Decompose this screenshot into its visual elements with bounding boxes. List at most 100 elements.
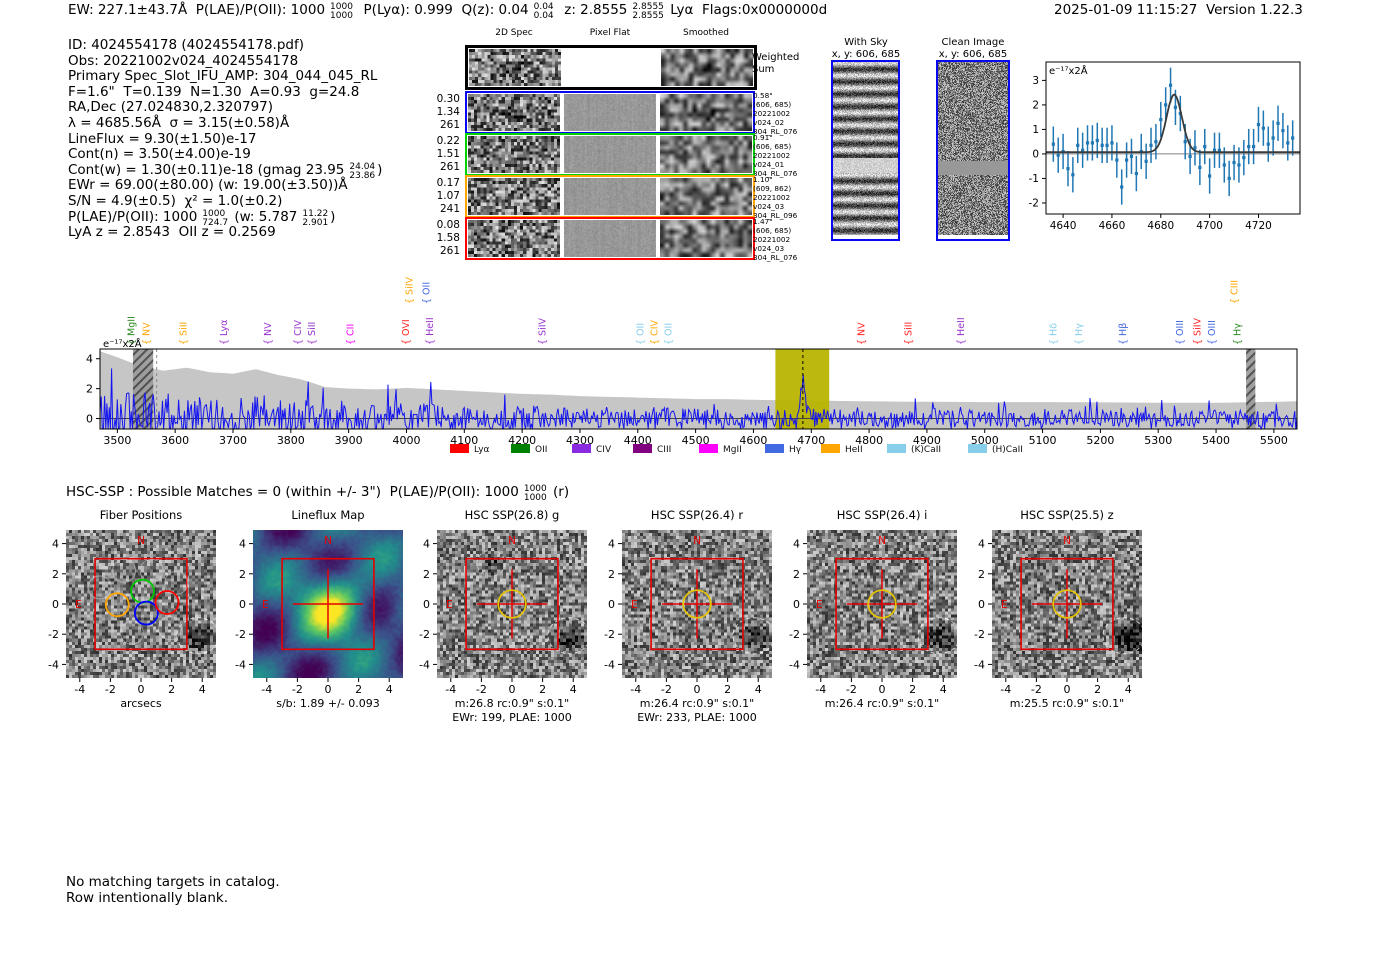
emission-line-label: { NV <box>263 322 274 345</box>
compass-north: N <box>878 535 886 547</box>
smoothed-image <box>660 136 752 173</box>
x-tick-label: 5500 <box>1260 434 1288 447</box>
info-line-1: ID: 4024554178 (4024554178.pdf) <box>68 37 382 54</box>
data-point <box>1081 148 1085 152</box>
panel-title: HSC SSP(26.4) r <box>650 508 744 522</box>
emission-line-label: { CIV <box>649 320 660 345</box>
x-tick-label: 2 <box>909 683 916 696</box>
emission-line-label: { OIII <box>1175 320 1186 345</box>
fiber-circle <box>133 600 159 626</box>
legend-label: CIII <box>657 445 671 455</box>
pixel-flat-image <box>564 94 656 131</box>
y-tick-label: 0 <box>52 598 59 611</box>
aperture-circle <box>682 589 712 619</box>
header-summary: EW: 227.1±43.7Å P(LAE)/P(OII): 1000 1000 1… <box>68 2 827 21</box>
aperture-circle <box>1052 589 1082 619</box>
source-outline <box>476 549 506 577</box>
emission-line-label: { OII <box>636 323 647 345</box>
legend-label: (K)CaII <box>911 445 941 455</box>
compass-north: N <box>693 535 701 547</box>
y-tick-label: 4 <box>793 538 800 551</box>
compass-east: E <box>446 599 453 611</box>
panel-caption-2: EWr: 199, PLAE: 1000 <box>452 711 572 724</box>
x-tick-label: -2 <box>105 683 116 696</box>
cutout-image <box>66 530 216 678</box>
smoothed-image <box>660 178 752 215</box>
x-tick-label: 4640 <box>1050 220 1077 232</box>
text-segment: ) <box>330 208 336 225</box>
stacked-fraction: 0.04 0.04 <box>533 2 554 21</box>
fiber-weight-labels: 0.30 1.34 261 <box>436 93 460 131</box>
fiber-id-labels: 1.10" (609, 862) 20221002 v024_03 304_RL_096 <box>753 175 798 220</box>
data-point <box>1120 185 1124 189</box>
y-tick-label: 0 <box>608 598 615 611</box>
fiber-circle <box>104 592 130 618</box>
data-point <box>1159 118 1163 122</box>
panel-caption: m:26.4 rc:0.9" s:0.1" <box>639 697 755 710</box>
text-segment: ) <box>377 161 383 178</box>
text-segment: EWr = 69.00(±80.00) (w: 19.00(±3.50))Å <box>68 177 348 194</box>
pixel-flat-image <box>564 136 656 173</box>
emission-line-label: { SiIV <box>1192 317 1203 345</box>
data-point <box>1115 158 1119 162</box>
compass-north: N <box>508 535 516 547</box>
x-tick-label: 2 <box>355 683 362 696</box>
data-point <box>1100 143 1104 147</box>
data-point <box>1271 136 1275 140</box>
2d-spec-image <box>468 136 560 173</box>
y-tick-label: 0 <box>978 598 985 611</box>
data-point <box>1105 143 1109 147</box>
col-header-pixelflat: Pixel Flat <box>589 28 631 38</box>
emission-line-label: { CIII <box>1229 280 1240 304</box>
legend-swatch <box>968 444 987 453</box>
emission-line-label: { NV <box>142 322 153 345</box>
panel-overlay: 4 2 0 -2 -4 -4 -2 0 2 4 N E <box>419 535 587 696</box>
y-tick-label: 4 <box>86 353 93 366</box>
x-tick-label: 2 <box>1094 683 1101 696</box>
x-tick-label: 3500 <box>103 434 131 447</box>
withsky-image <box>833 62 898 235</box>
y-tick-label: -4 <box>235 658 246 671</box>
x-tick-label: -4 <box>445 683 456 696</box>
info-line-10: EWr = 69.00(±80.00) (w: 19.00(±3.50))Å <box>68 178 382 194</box>
emission-line-label: { HeII <box>425 317 436 345</box>
extraction-box <box>650 557 744 651</box>
x-tick-label: -4 <box>74 683 85 696</box>
emission-line-label: { NV <box>856 322 867 345</box>
data-point <box>1266 142 1270 146</box>
gaussian-fit-curve <box>1046 93 1300 154</box>
y-tick-label: -2 <box>789 628 800 641</box>
info-line-3: Primary Spec_Slot_IFU_AMP: 304_044_045_R… <box>68 68 382 85</box>
y-tick-label: -4 <box>604 658 615 671</box>
x-tick-label: -4 <box>261 683 272 696</box>
y-tick-label: 4 <box>423 538 430 551</box>
legend-swatch <box>511 444 530 453</box>
fiber-circle <box>154 590 180 615</box>
emission-line-label: { Hγ <box>1232 323 1243 345</box>
text-segment: LineFlux = 9.30(±1.50)e-17 <box>68 130 257 147</box>
info-line-7: LineFlux = 9.30(±1.50)e-17 <box>68 130 382 148</box>
noise-envelope <box>100 351 1297 429</box>
text-segment: ID: 4024554178 (4024554178.pdf) <box>68 37 305 53</box>
flux-units-label: e⁻¹⁷x2Å <box>103 337 142 350</box>
info-line-11: S/N = 4.9(±0.5) χ² = 1.0(±0.2) <box>68 193 382 210</box>
source-outline <box>732 617 772 655</box>
y-tick-label: 2 <box>793 568 800 581</box>
compass-east: E <box>816 599 823 611</box>
data-point <box>1193 146 1197 150</box>
x-tick-label: 4 <box>386 683 393 696</box>
panel-caption: m:25.5 rc:0.9" s:0.1" <box>1009 697 1125 710</box>
data-point <box>1056 153 1060 157</box>
panel-caption: m:26.4 rc:0.9" s:0.1" <box>824 697 940 710</box>
weighted-sum-label: Weighted Sum <box>752 52 800 75</box>
panel-overlay: 4 2 0 -2 -4 -4 -2 0 2 4 N E <box>604 535 772 696</box>
data-point <box>1164 103 1168 107</box>
flux-units-label: e⁻¹⁷x2Å <box>1049 64 1088 77</box>
y-tick-label: 2 <box>52 568 59 581</box>
emission-line-label: { Lyα <box>219 320 230 345</box>
clean-image-frame <box>936 60 1010 241</box>
